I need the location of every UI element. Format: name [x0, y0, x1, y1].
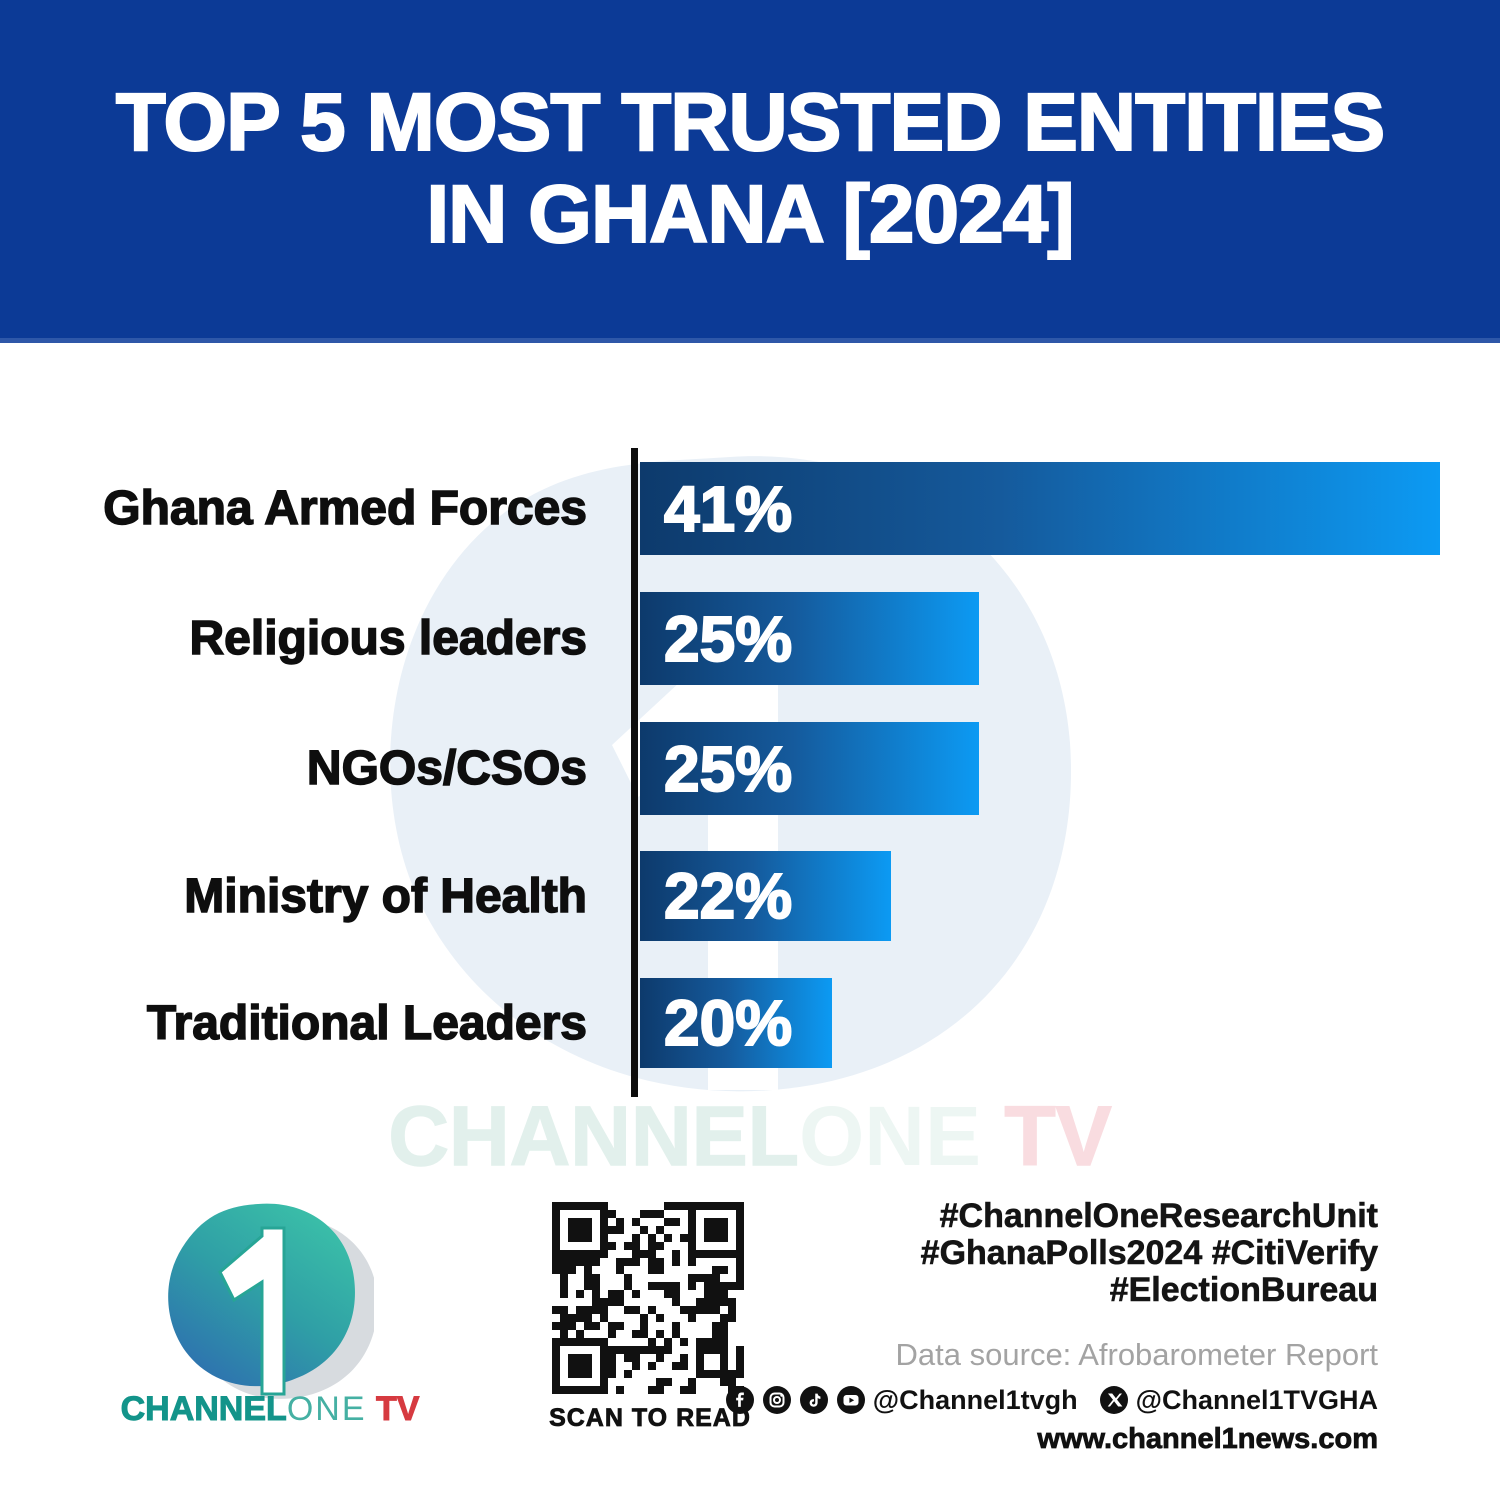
hashtags-line3: #ElectionBureau [1109, 1271, 1378, 1309]
channel-one-watermark: CHANNELONE TV [0, 1088, 1500, 1185]
bar-row-religious-leaders: Religious leaders 25% [0, 592, 1500, 685]
bar-row-ghana-armed-forces: Ghana Armed Forces 41% [0, 462, 1500, 555]
category-label: Ministry of Health [184, 869, 588, 924]
bar-value-label: 41% [663, 472, 793, 546]
category-label: Traditional Leaders [146, 996, 588, 1051]
hashtags-line1: #ChannelOneResearchUnit [939, 1197, 1378, 1235]
watermark-channel: CHANNEL [388, 1088, 800, 1184]
bar-row-ngos-csos: NGOs/CSOs 25% [0, 722, 1500, 815]
bar-traditional-leaders: 20% [640, 978, 832, 1068]
wordmark-tv: TV [366, 1390, 420, 1429]
bar-value-label: 25% [663, 602, 793, 676]
bar-ministry-of-health: 22% [640, 851, 891, 941]
facebook-icon [725, 1386, 754, 1414]
qr-caption: SCAN TO READ [549, 1404, 751, 1433]
data-source-note: Data source: Afrobarometer Report [895, 1337, 1378, 1372]
bar-ngos-csos: 25% [640, 722, 979, 815]
bar-value-label: 20% [663, 986, 793, 1060]
x-icon [1099, 1386, 1128, 1414]
category-label: Ghana Armed Forces [103, 481, 588, 536]
bar-religious-leaders: 25% [640, 592, 979, 685]
tiktok-icon [799, 1386, 828, 1414]
page-title-line2: IN GHANA [2024] [425, 168, 1075, 261]
bar-ghana-armed-forces: 41% [640, 462, 1440, 555]
wordmark-channel: CHANNEL [120, 1390, 287, 1429]
wordmark-one: ONE [286, 1390, 367, 1428]
bar-row-ministry-of-health: Ministry of Health 22% [0, 851, 1500, 941]
footer-right-block: #ChannelOneResearchUnit #GhanaPolls2024 … [658, 1197, 1378, 1456]
logo-numeral-one [218, 1226, 286, 1396]
instagram-icon [762, 1386, 791, 1414]
social-row: @Channel1tvgh @Channel1TVGHA [658, 1383, 1378, 1417]
bar-value-label: 25% [663, 732, 793, 806]
header-banner: TOP 5 MOST TRUSTED ENTITIES IN GHANA [20… [0, 0, 1500, 343]
logo-wordmark: CHANNELONE TV [120, 1390, 420, 1429]
social-handle-main: @Channel1tvgh [872, 1384, 1078, 1415]
hashtags-line2: #GhanaPolls2024 #CitiVerify [920, 1234, 1378, 1272]
website-url: www.channel1news.com [1037, 1423, 1378, 1456]
channel-one-logo [168, 1203, 374, 1399]
page-title-line1: TOP 5 MOST TRUSTED ENTITIES [115, 76, 1386, 169]
qr-code [552, 1202, 744, 1394]
watermark-one: ONE [798, 1089, 981, 1183]
social-handle-x: @Channel1TVGHA [1135, 1384, 1378, 1415]
youtube-icon [836, 1386, 865, 1414]
bar-row-traditional-leaders: Traditional Leaders 20% [0, 978, 1500, 1068]
chart-axis-line [631, 448, 638, 1097]
watermark-tv: TV [981, 1088, 1113, 1184]
bar-value-label: 22% [663, 859, 793, 933]
category-label: NGOs/CSOs [306, 741, 588, 796]
category-label: Religious leaders [189, 611, 588, 666]
